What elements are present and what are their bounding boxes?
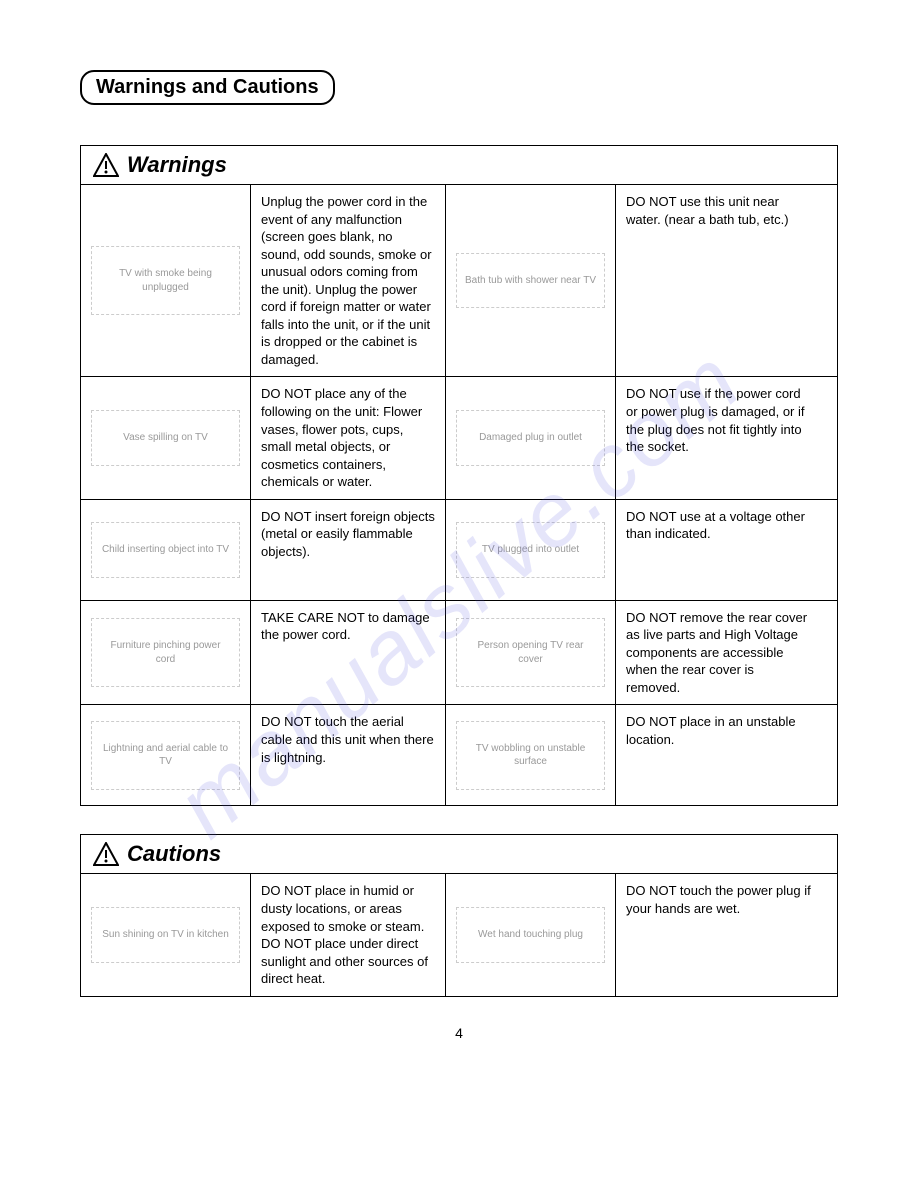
illustration-icon: Child inserting object into TV xyxy=(91,522,240,578)
illustration-icon: TV wobbling on unstable surface xyxy=(456,721,605,790)
illustration-icon: Person opening TV rear cover xyxy=(456,618,605,687)
caution-text: DO NOT place in humid or dusty locations… xyxy=(251,874,446,995)
illustration-cell: Child inserting object into TV xyxy=(81,500,251,600)
illustration-icon: TV with smoke being unplugged xyxy=(91,246,240,315)
illustration-cell: Damaged plug in outlet xyxy=(446,377,616,498)
warning-text: DO NOT use at a voltage other than indic… xyxy=(616,500,821,600)
warning-text: DO NOT remove the rear cover as live par… xyxy=(616,601,821,705)
illustration-icon: Sun shining on TV in kitchen xyxy=(91,907,240,963)
illustration-cell: Lightning and aerial cable to TV xyxy=(81,705,251,805)
warnings-section: Warnings TV with smoke being unplugged U… xyxy=(80,145,838,806)
illustration-cell: TV with smoke being unplugged xyxy=(81,185,251,376)
illustration-cell: Vase spilling on TV xyxy=(81,377,251,498)
cautions-heading-text: Cautions xyxy=(127,841,221,867)
illustration-icon: Wet hand touching plug xyxy=(456,907,605,963)
table-row: Child inserting object into TV DO NOT in… xyxy=(81,500,837,601)
page-number: 4 xyxy=(80,1025,838,1041)
illustration-icon: Furniture pinching power cord xyxy=(91,618,240,687)
illustration-cell: TV plugged into outlet xyxy=(446,500,616,600)
illustration-icon: Damaged plug in outlet xyxy=(456,410,605,466)
warning-text: DO NOT place any of the following on the… xyxy=(251,377,446,498)
warning-text: DO NOT touch the aerial cable and this u… xyxy=(251,705,446,805)
cautions-header: Cautions xyxy=(81,835,837,874)
illustration-cell: Wet hand touching plug xyxy=(446,874,616,995)
illustration-cell: Bath tub with shower near TV xyxy=(446,185,616,376)
warnings-heading-text: Warnings xyxy=(127,152,227,178)
table-row: TV with smoke being unplugged Unplug the… xyxy=(81,185,837,377)
illustration-cell: Person opening TV rear cover xyxy=(446,601,616,705)
warnings-header: Warnings xyxy=(81,146,837,185)
table-row: Vase spilling on TV DO NOT place any of … xyxy=(81,377,837,499)
warning-text: Unplug the power cord in the event of an… xyxy=(251,185,446,376)
illustration-icon: Lightning and aerial cable to TV xyxy=(91,721,240,790)
illustration-icon: Vase spilling on TV xyxy=(91,410,240,466)
table-row: Lightning and aerial cable to TV DO NOT … xyxy=(81,705,837,805)
warning-text: DO NOT place in an unstable location. xyxy=(616,705,821,805)
warning-text: DO NOT insert foreign objects (metal or … xyxy=(251,500,446,600)
illustration-cell: Furniture pinching power cord xyxy=(81,601,251,705)
page-title: Warnings and Cautions xyxy=(80,70,335,105)
warning-triangle-icon xyxy=(93,153,119,177)
illustration-cell: TV wobbling on unstable surface xyxy=(446,705,616,805)
illustration-icon: Bath tub with shower near TV xyxy=(456,253,605,309)
cautions-section: Cautions Sun shining on TV in kitchen DO… xyxy=(80,834,838,996)
warning-text: DO NOT use if the power cord or power pl… xyxy=(616,377,821,498)
warning-text: TAKE CARE NOT to damage the power cord. xyxy=(251,601,446,705)
table-row: Sun shining on TV in kitchen DO NOT plac… xyxy=(81,874,837,995)
illustration-icon: TV plugged into outlet xyxy=(456,522,605,578)
warning-text: DO NOT use this unit near water. (near a… xyxy=(616,185,821,376)
warning-triangle-icon xyxy=(93,842,119,866)
caution-text: DO NOT touch the power plug if your hand… xyxy=(616,874,821,995)
table-row: Furniture pinching power cord TAKE CARE … xyxy=(81,601,837,706)
illustration-cell: Sun shining on TV in kitchen xyxy=(81,874,251,995)
